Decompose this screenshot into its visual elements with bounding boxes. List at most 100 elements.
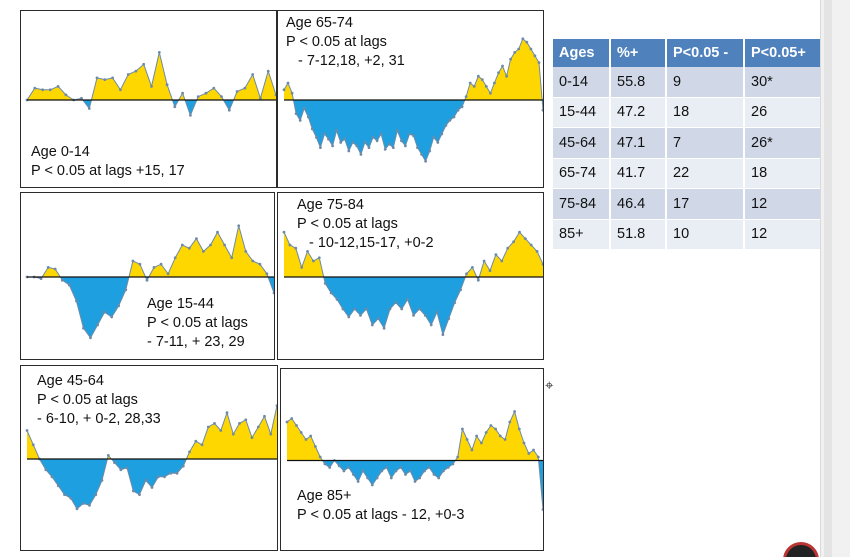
table-cell: 0-14 [553,67,611,98]
data-point-3 [44,468,48,472]
data-point-56 [509,57,512,61]
data-point-54 [541,508,543,511]
data-point-18 [388,307,392,311]
data-point-41 [480,441,483,445]
data-point-28 [243,86,247,90]
data-point-50 [522,441,526,445]
data-point-30 [404,144,407,148]
data-point-2 [295,424,298,427]
annotation-line: Age 75-84 [297,197,364,213]
data-point-39 [440,132,444,136]
annotation-line: - 6-10, + 0-2, 28,33 [37,411,161,427]
positive-area-6 [148,225,269,277]
data-point-10 [96,323,99,327]
data-point-53 [497,71,500,75]
annotation-line: Age 85+ [297,488,352,504]
data-point-1 [33,86,37,90]
data-point-25 [404,473,407,476]
data-point-11 [111,76,114,80]
data-point-14 [134,69,138,73]
positive-area-0 [284,83,294,100]
data-point-18 [152,266,156,269]
data-point-53 [536,455,540,459]
data-point-9 [95,76,99,80]
annotation-line: P < 0.05 at lags [286,34,387,50]
data-point-33 [476,278,480,282]
data-point-16 [347,149,351,153]
positive-area-0 [284,232,324,277]
data-point-14 [365,307,368,311]
positive-area-8 [233,71,276,100]
data-point-27 [441,333,445,336]
data-point-34 [482,259,486,263]
data-point-20 [181,91,185,95]
table-header-cell: %+ [611,39,667,67]
data-point-5 [64,93,68,97]
data-point-43 [535,250,539,253]
data-point-45 [464,95,468,98]
annotation-line: Age 0-14 [31,144,90,160]
data-point-7 [80,96,83,100]
table-cell: 26 [745,97,833,128]
data-point-20 [150,486,154,489]
data-point-29 [206,425,210,429]
annotation-line: - 7-12,18, +2, 31 [298,53,405,69]
data-point-0 [282,230,286,234]
data-point-33 [258,262,262,266]
data-point-1 [288,243,292,247]
data-point-52 [532,448,535,452]
data-point-21 [367,146,371,150]
data-point-34 [238,422,241,425]
data-point-50 [484,85,488,88]
data-point-13 [117,304,121,308]
data-point-24 [399,466,403,469]
data-point-16 [150,85,153,88]
data-point-25 [383,147,387,151]
summary-table: Ages %+ P<0.05 - P<0.05+ 0-14 55.8 9 30*… [553,39,833,250]
data-point-15 [131,259,135,263]
data-point-4 [53,267,57,271]
data-point-40 [275,404,277,407]
negative-area-3 [334,460,456,485]
data-point-30 [259,96,262,100]
data-point-24 [212,86,216,90]
data-point-17 [382,326,386,330]
data-point-42 [484,431,488,434]
data-point-37 [500,259,504,263]
negative-area-3 [60,277,129,338]
data-point-17 [131,489,135,493]
data-point-32 [225,411,229,415]
data-point-31 [219,429,223,432]
table-header-row: Ages %+ P<0.05 - P<0.05+ [553,39,833,67]
annotation-line: - 7-11, + 23, 29 [147,334,245,350]
scrollbar-thumb[interactable] [824,0,832,557]
data-point-38 [436,141,440,144]
data-point-5 [56,484,60,488]
data-point-0 [285,420,289,424]
data-point-8 [315,136,318,139]
data-point-27 [216,230,219,234]
data-point-1 [31,443,35,447]
data-point-11 [327,137,330,141]
data-point-35 [424,159,427,163]
mouse-cursor-icon: ⌖ [545,377,554,394]
data-point-7 [323,282,327,285]
data-point-60 [525,40,529,44]
data-point-48 [513,410,516,413]
table-cell: 47.1 [611,128,667,159]
data-point-15 [370,323,374,327]
data-point-30 [459,288,462,292]
data-point-2 [41,88,44,92]
table-cell: 9 [667,67,745,98]
table-cell: 15-44 [553,97,611,128]
data-point-26 [408,469,412,473]
data-point-47 [508,420,512,424]
data-point-29 [251,73,255,76]
chart-panel-age-75-84: Age 75-84 P < 0.05 at lags - 10-12,15-17… [277,192,544,360]
data-point-25 [202,250,205,253]
data-point-13 [106,454,110,457]
data-point-35 [451,462,455,466]
data-point-3 [299,431,303,434]
data-point-62 [533,54,537,58]
data-point-28 [395,129,399,132]
